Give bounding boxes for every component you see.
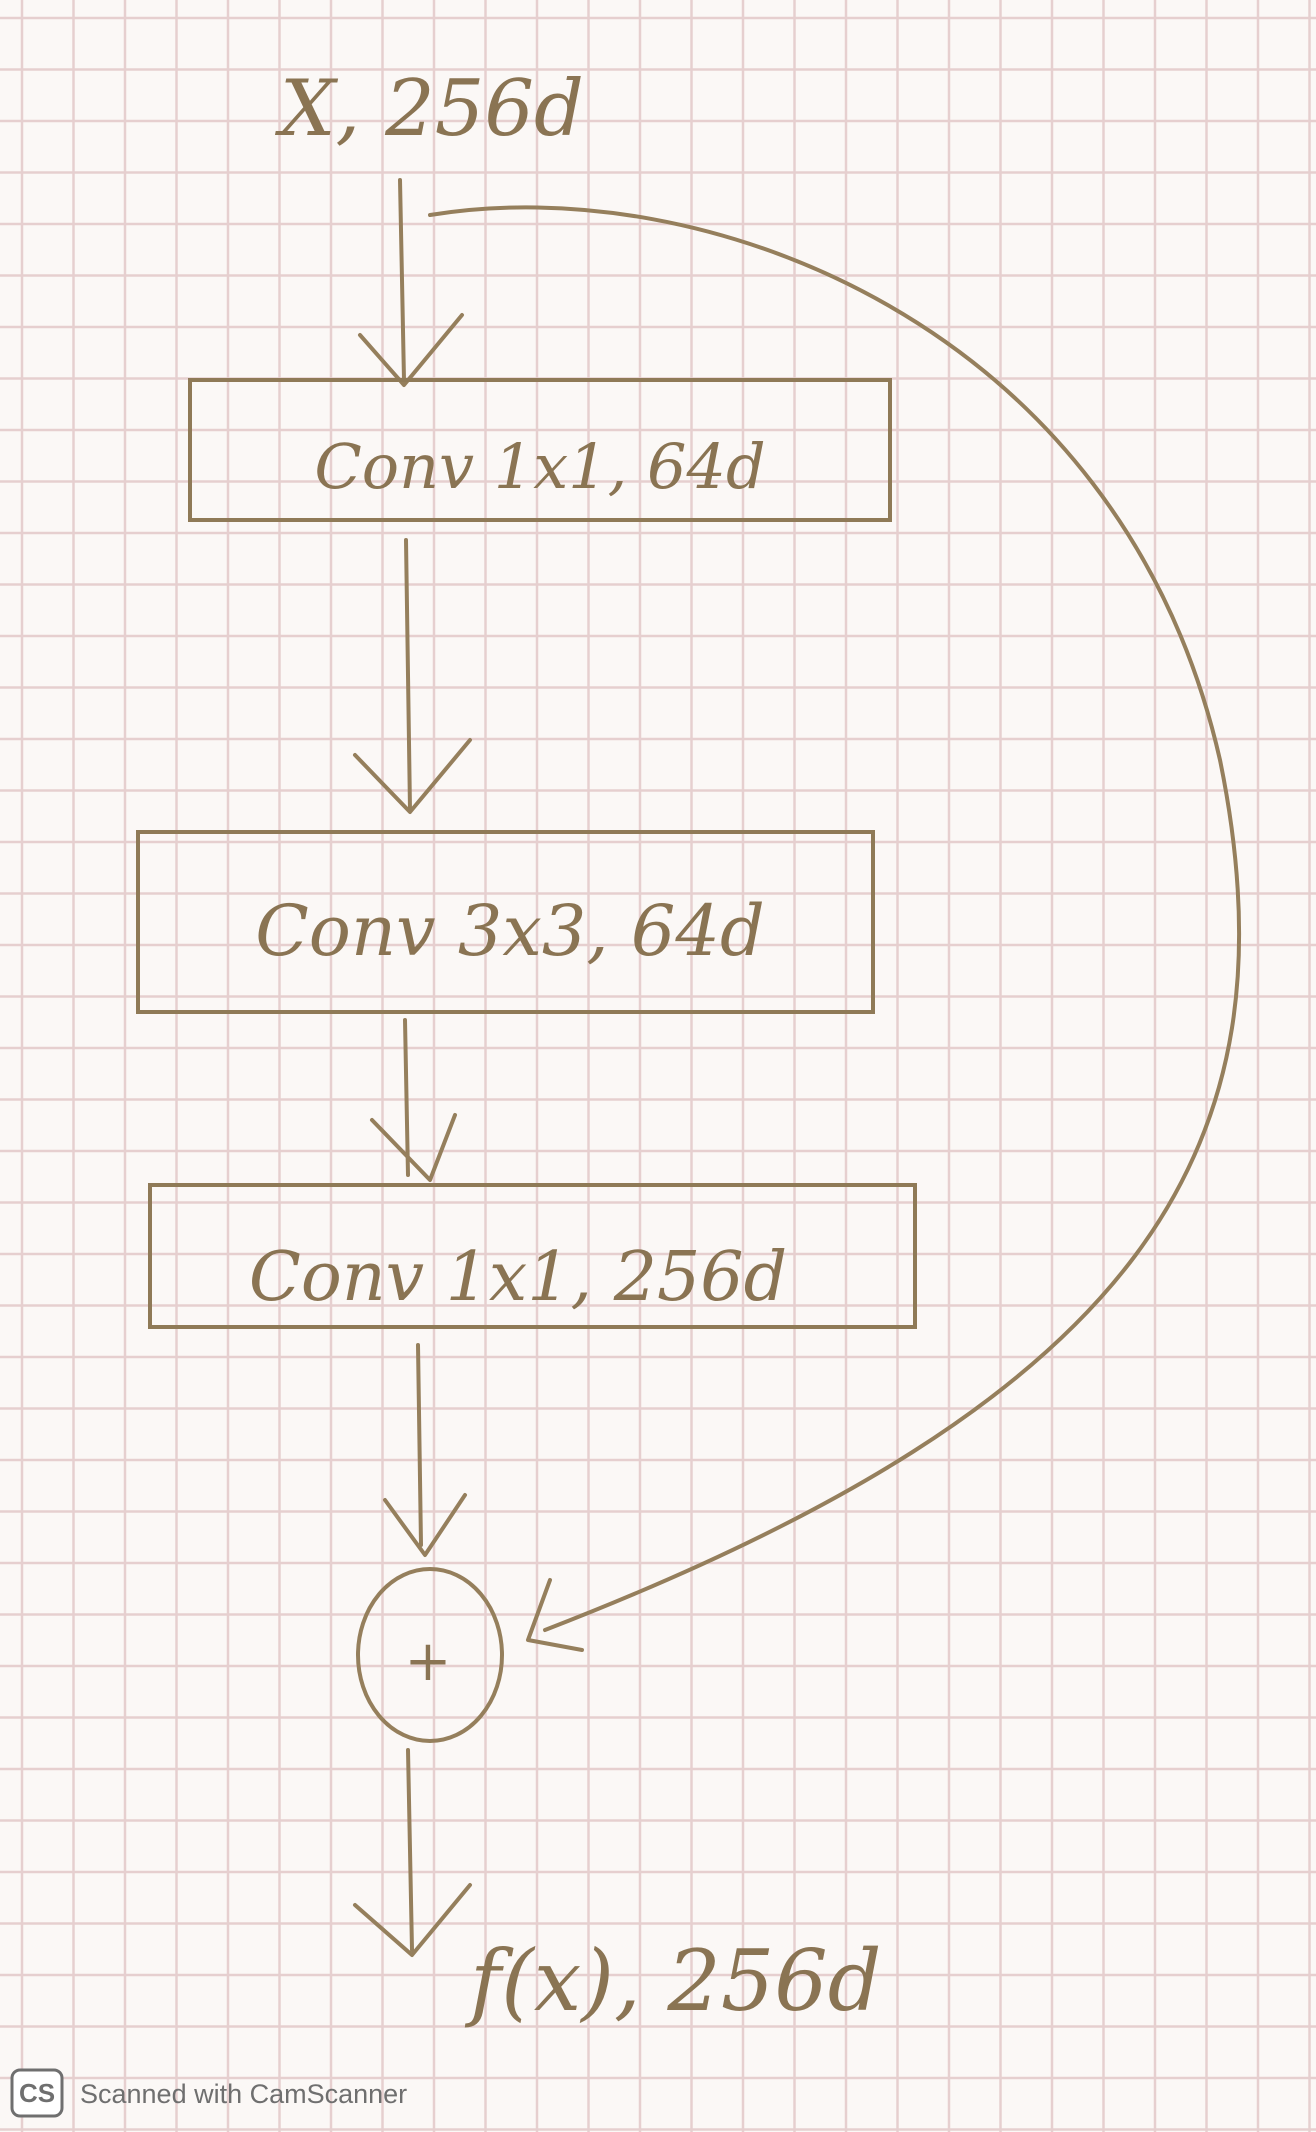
conv-block-3: Conv 1x1, 256d — [148, 1183, 917, 1329]
output-label: f(x), 256d — [464, 1932, 882, 2030]
camscanner-footer-text: Scanned with CamScanner — [80, 2079, 407, 2109]
conv-block-2-label: Conv 3x3, 64d — [255, 890, 765, 972]
arrow-block2-to-block3 — [370, 1018, 457, 1182]
camscanner-footer: CS Scanned with CamScanner — [10, 2068, 407, 2118]
camscanner-logo-text: CS — [19, 2078, 55, 2108]
arrow-block3-to-sum — [383, 1343, 467, 1557]
conv-block-1: Conv 1x1, 64d — [188, 378, 892, 522]
conv-block-2: Conv 3x3, 64d — [136, 830, 875, 1014]
input-label: X, 256d — [274, 64, 584, 154]
skip-connection-arrow — [428, 205, 1242, 1652]
arrow-block1-to-block2 — [353, 538, 472, 814]
input-arrow — [358, 178, 464, 387]
camscanner-logo — [10, 2068, 64, 2118]
output-arrow — [353, 1748, 472, 1957]
sum-symbol: + — [405, 1629, 452, 1694]
conv-block-1-label: Conv 1x1, 64d — [314, 430, 765, 503]
sum-node: + — [356, 1567, 504, 1743]
conv-block-3-label: Conv 1x1, 256d — [249, 1238, 787, 1317]
